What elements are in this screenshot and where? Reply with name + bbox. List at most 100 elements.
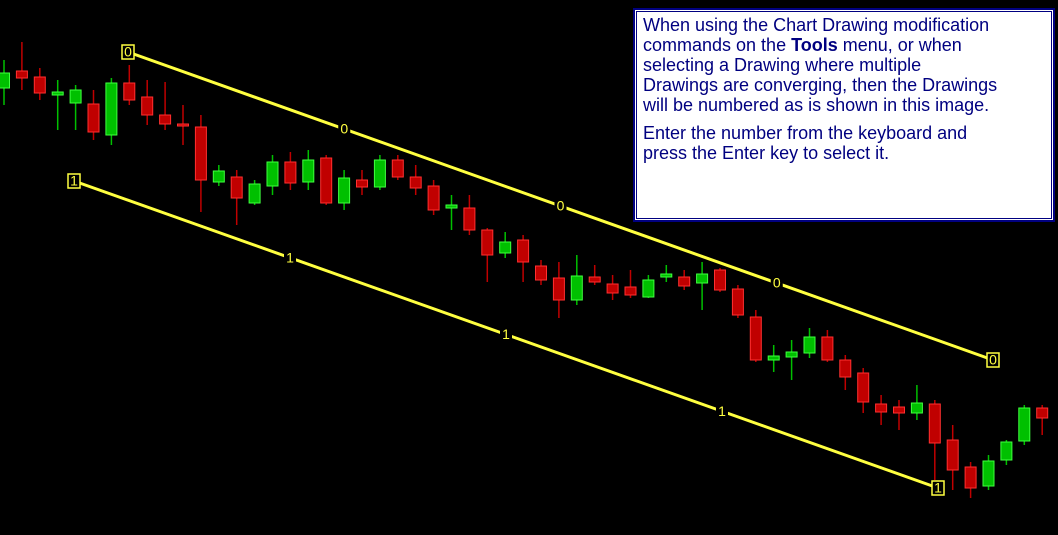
candle-body [463, 207, 476, 231]
candle-body [803, 336, 816, 354]
info-box: When using the Chart Drawing modificatio… [633, 8, 1055, 222]
text: selecting a Drawing where multiple [643, 55, 922, 75]
label-bg [284, 249, 296, 266]
drawing-number: 0 [557, 198, 565, 214]
candle-body [1000, 441, 1013, 461]
candle-body [714, 269, 726, 291]
drawing-number: 0 [989, 352, 997, 368]
label-bg [338, 121, 351, 137]
candle-body [302, 159, 315, 183]
text-line: When using the Chart Drawing modificatio… [643, 15, 1045, 35]
candle-body [266, 161, 279, 187]
text-line: Drawings are converging, then the Drawin… [643, 75, 1045, 95]
text: press the Enter key to select it. [643, 143, 890, 163]
candle-body [517, 239, 530, 263]
candle-body [499, 241, 512, 254]
text-line: press the Enter key to select it. [643, 143, 1045, 163]
text: When using the Chart Drawing modificatio… [643, 15, 990, 35]
candle-body [87, 103, 100, 133]
candle-body [696, 273, 709, 284]
text: will be numbered as is shown in this ima… [643, 95, 990, 115]
text-line: Enter the number from the keyboard and [643, 123, 1045, 143]
anchor-box [931, 480, 945, 496]
candle-body [105, 82, 118, 136]
candle-body [338, 177, 351, 204]
candle-body [51, 91, 64, 96]
candle-body [893, 406, 905, 414]
label-bg [770, 275, 783, 291]
text: Drawings are converging, then the Drawin… [643, 75, 998, 95]
text-line: will be numbered as is shown in this ima… [643, 95, 1045, 115]
candle-body [606, 283, 619, 294]
candle-body [660, 273, 673, 278]
candle-body [445, 204, 458, 209]
candle-body [928, 403, 941, 444]
text: Enter the number from the keyboard and [643, 123, 968, 143]
drawing-number: 1 [502, 326, 510, 342]
paragraph: Enter the number from the keyboard and pr… [643, 123, 1045, 163]
paragraph: When using the Chart Drawing modificatio… [643, 15, 1045, 115]
candle-body [570, 275, 583, 301]
candle-body [785, 351, 798, 358]
anchor-box [67, 173, 81, 189]
drawing-number: 1 [718, 403, 726, 419]
anchor-box [986, 352, 1000, 368]
candle-body [731, 288, 744, 316]
drawing-number: 0 [340, 121, 348, 137]
candle-body [875, 403, 888, 413]
candle-body [552, 277, 565, 301]
label-bg [500, 326, 512, 343]
text: commands on the [643, 35, 792, 55]
candle-body [642, 279, 655, 298]
text-line: commands on the Tools menu, or when [643, 35, 1045, 55]
candle-body [212, 170, 225, 183]
candle-body [821, 336, 834, 361]
drawing-number: 1 [70, 173, 78, 189]
candle-body [678, 276, 691, 287]
candle-body [910, 402, 923, 414]
candle-body [946, 439, 959, 471]
text-line: selecting a Drawing where multiple [643, 55, 1045, 75]
candle-body [177, 123, 189, 127]
candle-body [356, 179, 368, 188]
candle-body [0, 72, 10, 89]
text: menu, or when [837, 35, 962, 55]
bold-text: Tools [791, 35, 838, 55]
candle-body [409, 176, 422, 189]
candle-body [427, 185, 440, 211]
candle-body [230, 176, 243, 199]
candle-body [373, 159, 386, 188]
candle-body [69, 89, 82, 104]
candle-body [248, 183, 261, 204]
anchor-box [121, 44, 135, 60]
candle-body [982, 460, 995, 487]
label-bg [716, 403, 728, 420]
label-bg [554, 198, 567, 214]
candle-body [123, 82, 136, 101]
candle-body [839, 359, 852, 378]
candle-body [588, 276, 601, 283]
candle-body [15, 70, 28, 79]
drawing-number: 1 [934, 480, 942, 496]
candle-body [159, 114, 172, 125]
candle-body [857, 372, 870, 403]
drawing-number: 0 [124, 44, 132, 60]
candle-body [964, 466, 977, 489]
candle-body [1036, 407, 1049, 419]
candle-body [320, 157, 333, 204]
candle-body [284, 161, 297, 184]
candle-body [1018, 407, 1031, 442]
drawing-number: 1 [286, 249, 294, 265]
candle-body [535, 265, 547, 281]
candle-body [749, 316, 762, 361]
candle-body [141, 96, 154, 116]
candle-body [624, 286, 637, 296]
candle-body [767, 355, 780, 361]
drawing-number: 0 [773, 275, 781, 291]
candle-body [33, 76, 46, 94]
candle-body [391, 159, 404, 178]
candle-body [194, 126, 207, 181]
candle-body [481, 229, 494, 256]
